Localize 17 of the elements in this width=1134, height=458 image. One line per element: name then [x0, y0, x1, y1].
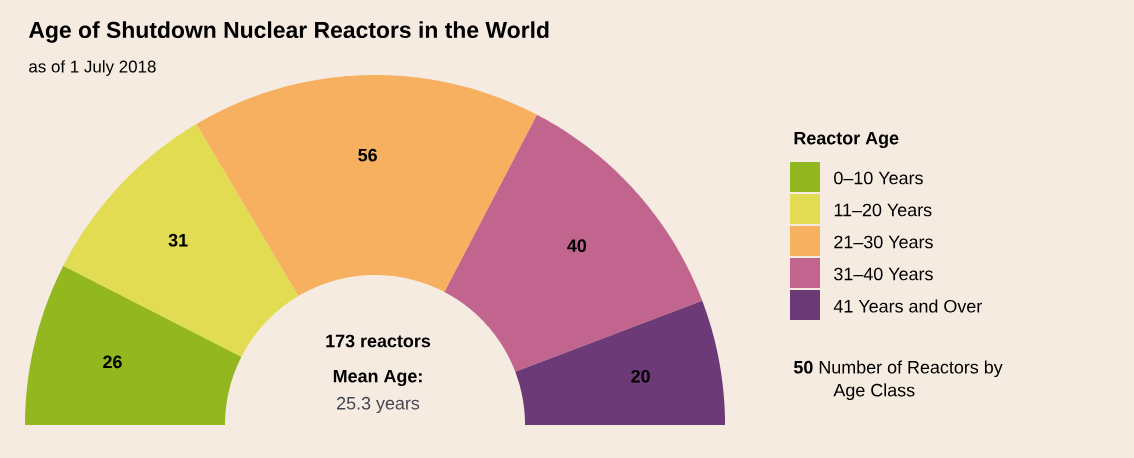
text: 25.3 years [337, 396, 420, 414]
data-label: 31 [168, 233, 188, 247]
text: 50 Number of Reactors by Age Class [793, 360, 1003, 401]
text: 173 reactors [326, 334, 431, 348]
legend-label: 11–20 Years [834, 203, 932, 217]
legend-label: 0–10 Years [834, 171, 923, 185]
data-label: 20 [631, 369, 650, 383]
legend-label: 21–30 Years [834, 235, 933, 249]
legend-label: 41 Years and Over [833, 299, 982, 313]
legend-title: Reactor Age [794, 131, 899, 149]
data-label: 26 [103, 355, 122, 369]
data-label: 56 [358, 148, 377, 162]
data-label: 40 [567, 239, 587, 253]
chart-title: Age of Shutdown Nuclear Reactors in the World [28, 21, 549, 43]
legend-label: 31–40 Years [834, 267, 933, 281]
chart-subtitle: as of 1 July 2018 [29, 60, 156, 76]
text: Mean Age: [333, 369, 422, 387]
